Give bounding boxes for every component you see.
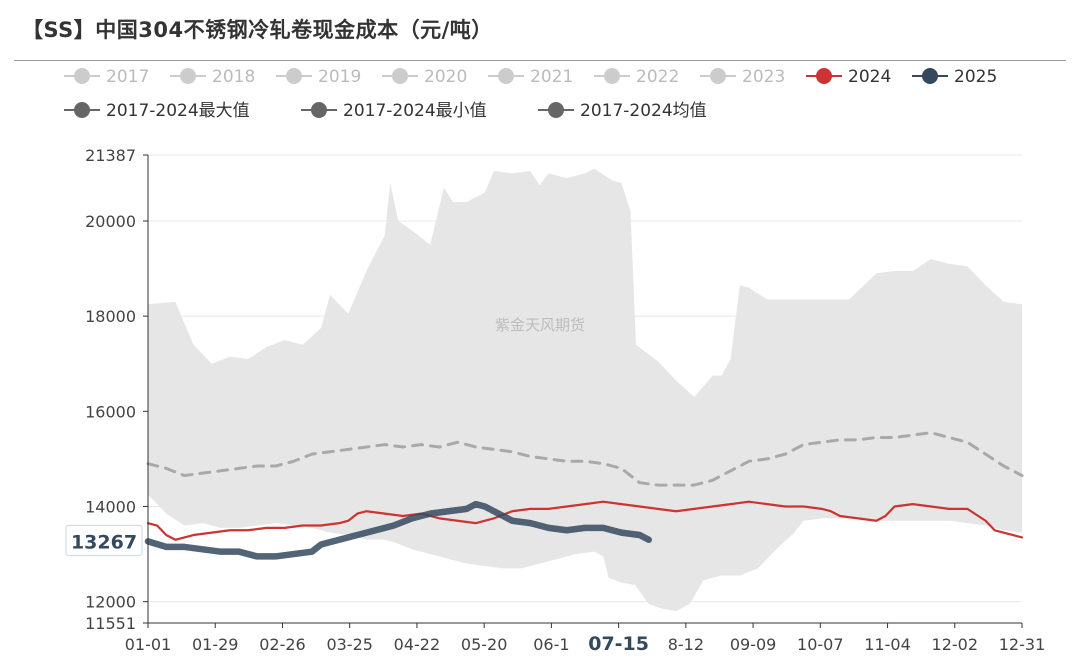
series-line-2024: [146, 500, 1024, 541]
x-tick-label: 04-22: [394, 635, 441, 654]
legend-item-2017-2024最小值[interactable]: 2017-2024最小值: [301, 101, 487, 121]
x-tick-label: 03-25: [326, 635, 373, 654]
x-tick-label: 12-31: [999, 635, 1046, 654]
x-tick-label: 12-02: [932, 635, 979, 654]
y-tick-label: 21387: [85, 146, 136, 165]
series-line-2025: [144, 500, 652, 560]
chart-title: 【SS】中国304不锈钢冷轧卷现金成本（元/吨）: [22, 18, 493, 42]
y-tick-label: 20000: [85, 212, 136, 231]
y-tick-label: 16000: [85, 402, 136, 421]
legend-marker-icon: [710, 68, 726, 84]
legend-item-2017-2024均值[interactable]: 2017-2024均值: [538, 101, 707, 121]
legend-label: 2017-2024均值: [580, 101, 707, 121]
legend-item-2022[interactable]: 2022: [594, 67, 679, 87]
x-tick-label: 07-15: [588, 633, 649, 655]
axes: 11551 12000 14000 16000 18000 20000 21387 01-01…: [65, 146, 1046, 655]
watermark-text: 紫金天风期货: [495, 316, 585, 334]
x-tick-label: 01-29: [192, 635, 239, 654]
legend-label: 2018: [212, 67, 255, 87]
y-tick-label: 14000: [85, 497, 136, 516]
legend-label: 2017-2024最小值: [343, 101, 487, 121]
current-value-label: 13267: [71, 531, 137, 553]
legend-label: 2025: [954, 67, 997, 87]
x-tick-label: 11-04: [864, 635, 911, 654]
legend-item-2017[interactable]: 2017: [64, 67, 149, 87]
x-tick-label: 09-09: [730, 635, 777, 654]
legend-item-2017-2024最大值[interactable]: 2017-2024最大值: [64, 101, 250, 121]
x-tick-label: 05-20: [461, 635, 508, 654]
y-tick-label: 18000: [85, 307, 136, 326]
legend-marker-icon: [548, 102, 564, 118]
plot-area: [144, 154, 1024, 612]
legend-item-2020[interactable]: 2020: [382, 67, 467, 87]
legend-marker-icon: [604, 68, 620, 84]
legend-label: 2023: [742, 67, 785, 87]
legend-item-2021[interactable]: 2021: [488, 67, 573, 87]
x-tick-label: 8-12: [668, 635, 704, 654]
max-min-band: [148, 168, 1022, 612]
legend-marker-icon: [74, 102, 90, 118]
legend-item-2025[interactable]: 2025: [912, 67, 997, 87]
legend-label: 2022: [636, 67, 679, 87]
legend-marker-icon: [74, 68, 90, 84]
legend-item-2018[interactable]: 2018: [170, 67, 255, 87]
legend-marker-icon: [311, 102, 327, 118]
legend-marker-icon: [498, 68, 514, 84]
legend: 2017 2018 2019 2020 2021 2022 2023 2024 2025 2017…: [64, 67, 997, 121]
legend-item-2023[interactable]: 2023: [700, 67, 785, 87]
legend-marker-icon: [392, 68, 408, 84]
legend-label: 2017: [106, 67, 149, 87]
legend-label: 2017-2024最大值: [106, 101, 250, 121]
legend-item-2019[interactable]: 2019: [276, 67, 361, 87]
legend-marker-icon: [922, 68, 938, 84]
legend-label: 2020: [424, 67, 467, 87]
legend-marker-icon: [180, 68, 196, 84]
legend-item-2024[interactable]: 2024: [806, 67, 891, 87]
legend-marker-icon: [286, 68, 302, 84]
y-tick-label: 12000: [85, 593, 136, 612]
y-tick-label: 11551: [85, 614, 136, 633]
legend-label: 2024: [848, 67, 891, 87]
series-line-2017-2024均值: [146, 431, 1024, 487]
x-tick-label: 01-01: [125, 635, 172, 654]
x-tick-label: 10-07: [797, 635, 844, 654]
title-divider: [14, 60, 1066, 61]
legend-label: 2021: [530, 67, 573, 87]
legend-label: 2019: [318, 67, 361, 87]
x-tick-label: 06-1: [533, 635, 569, 654]
x-tick-label: 02-26: [259, 635, 306, 654]
legend-marker-icon: [816, 68, 832, 84]
current-value-badge: [65, 524, 143, 556]
